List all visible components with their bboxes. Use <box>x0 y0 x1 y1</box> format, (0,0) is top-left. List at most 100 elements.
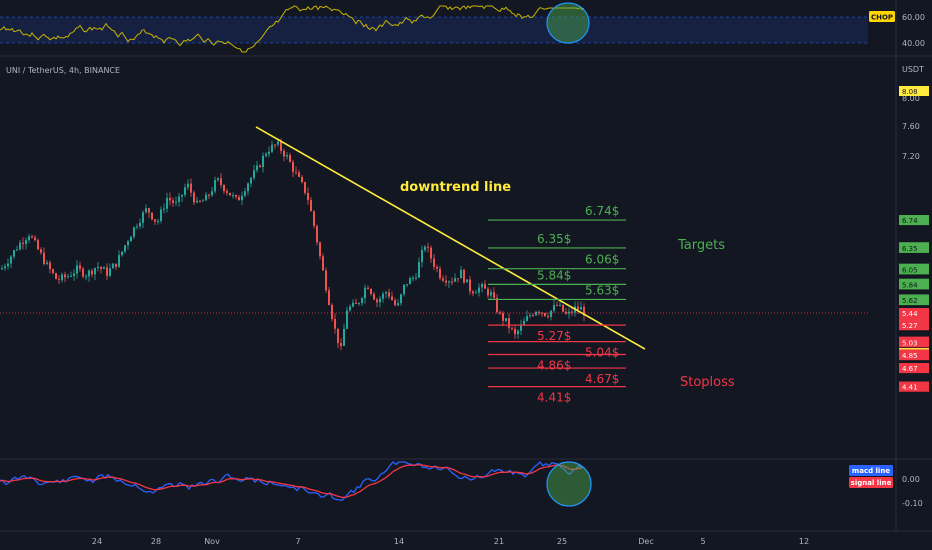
candle-body <box>64 274 66 278</box>
candle-body <box>46 262 48 265</box>
candle-body <box>10 256 12 264</box>
macd-highlight-circle <box>546 461 592 507</box>
candle-body <box>328 290 330 305</box>
candle-body <box>58 279 60 281</box>
candles-group <box>1 138 585 351</box>
candle-body <box>208 194 210 196</box>
candle-body <box>139 222 141 227</box>
candle-body <box>157 220 159 222</box>
candle-body <box>499 312 501 314</box>
macd-pane[interactable]: macd line signal line 0.00 -0.10 <box>0 461 923 508</box>
price-tag-label: 4.41 <box>902 384 918 392</box>
candle-body <box>484 284 486 289</box>
candle-body <box>295 171 297 173</box>
currency-label: USDT <box>902 65 924 74</box>
chop-axis-label-60: 60.00 <box>902 13 925 22</box>
candle-body <box>550 310 552 317</box>
candle-body <box>28 236 30 241</box>
time-label-dec: Dec <box>638 537 653 546</box>
stop-level-label: 4.86$ <box>537 358 571 372</box>
symbol-interval: 4h <box>69 66 79 75</box>
candle-body <box>259 165 261 168</box>
candle-body <box>241 195 243 201</box>
candle-body <box>91 270 93 275</box>
symbol-pair-text: UNI / TetherUS <box>6 66 64 75</box>
candle-body <box>220 178 222 186</box>
candle-body <box>253 170 255 178</box>
price-tag <box>899 264 929 275</box>
candle-body <box>463 269 465 283</box>
price-tag-label: 4.67 <box>902 365 918 373</box>
candle-body <box>286 155 288 157</box>
candle-body <box>541 312 543 314</box>
price-pane[interactable]: UNI / TetherUS, 4h, BINANCE downtrend li… <box>0 65 929 405</box>
candle-body <box>40 249 42 253</box>
candle-body <box>298 172 300 177</box>
candle-body <box>283 150 285 157</box>
time-axis[interactable]: 24 28 Nov 7 14 21 25 Dec 5 12 <box>92 537 809 546</box>
candle-body <box>22 242 24 244</box>
price-tag <box>899 86 929 96</box>
candle-body <box>379 298 381 303</box>
candle-body <box>457 278 459 280</box>
symbol-pair[interactable]: UNI / TetherUS, 4h, BINANCE <box>6 66 120 75</box>
chop-tag <box>869 11 895 22</box>
candle-body <box>424 246 426 251</box>
stoploss-label: Stoploss <box>680 375 735 390</box>
price-tag <box>899 381 929 392</box>
candle-body <box>466 279 468 283</box>
target-level-label: 6.74$ <box>585 204 619 218</box>
candle-body <box>223 185 225 192</box>
candle-body <box>343 328 345 346</box>
time-label-5: 5 <box>700 537 705 546</box>
candle-body <box>313 211 315 226</box>
candle-body <box>181 194 183 197</box>
stop-level-label: 4.41$ <box>537 391 571 405</box>
candle-body <box>325 270 327 291</box>
candle-body <box>31 236 33 238</box>
candle-body <box>367 287 369 289</box>
candle-body <box>19 242 21 250</box>
candle-body <box>361 298 363 304</box>
candle-body <box>559 304 561 306</box>
target-level-label: 5.84$ <box>537 268 571 282</box>
macd-axis-label-0: 0.00 <box>902 475 920 484</box>
candle-body <box>304 182 306 193</box>
price-tag <box>899 337 929 348</box>
candle-body <box>394 300 396 306</box>
candle-body <box>7 263 9 267</box>
candle-body <box>196 200 198 203</box>
candle-body <box>226 191 228 193</box>
stop-level-label: 4.67$ <box>585 372 619 386</box>
candle-body <box>217 178 219 181</box>
candle-body <box>202 200 204 202</box>
price-tag-label: 5.44 <box>902 310 918 318</box>
candle-body <box>403 284 405 295</box>
candle-body <box>250 177 252 184</box>
candle-body <box>112 263 114 269</box>
candle-body <box>256 165 258 171</box>
candle-body <box>76 265 78 274</box>
candle-body <box>580 306 582 310</box>
time-label-25: 25 <box>557 537 567 546</box>
target-level-label: 5.63$ <box>585 283 619 297</box>
candle-body <box>52 269 54 274</box>
candle-body <box>70 275 72 277</box>
candle-body <box>337 328 339 344</box>
candle-body <box>232 195 234 197</box>
candle-body <box>160 209 162 221</box>
price-tag-label: 4.85 <box>902 352 918 360</box>
candle-body <box>235 195 237 197</box>
chop-pane[interactable]: CHOP 60.00 40.00 <box>0 2 925 53</box>
price-tag-label: 6.05 <box>902 266 918 274</box>
signal-line <box>0 464 583 499</box>
candle-body <box>406 284 408 286</box>
candle-body <box>418 261 420 278</box>
time-label-28: 28 <box>151 537 161 546</box>
candle-body <box>274 144 276 146</box>
candle-body <box>73 273 75 276</box>
candle-body <box>247 183 249 192</box>
time-label-14: 14 <box>394 537 404 546</box>
candle-body <box>280 141 282 151</box>
